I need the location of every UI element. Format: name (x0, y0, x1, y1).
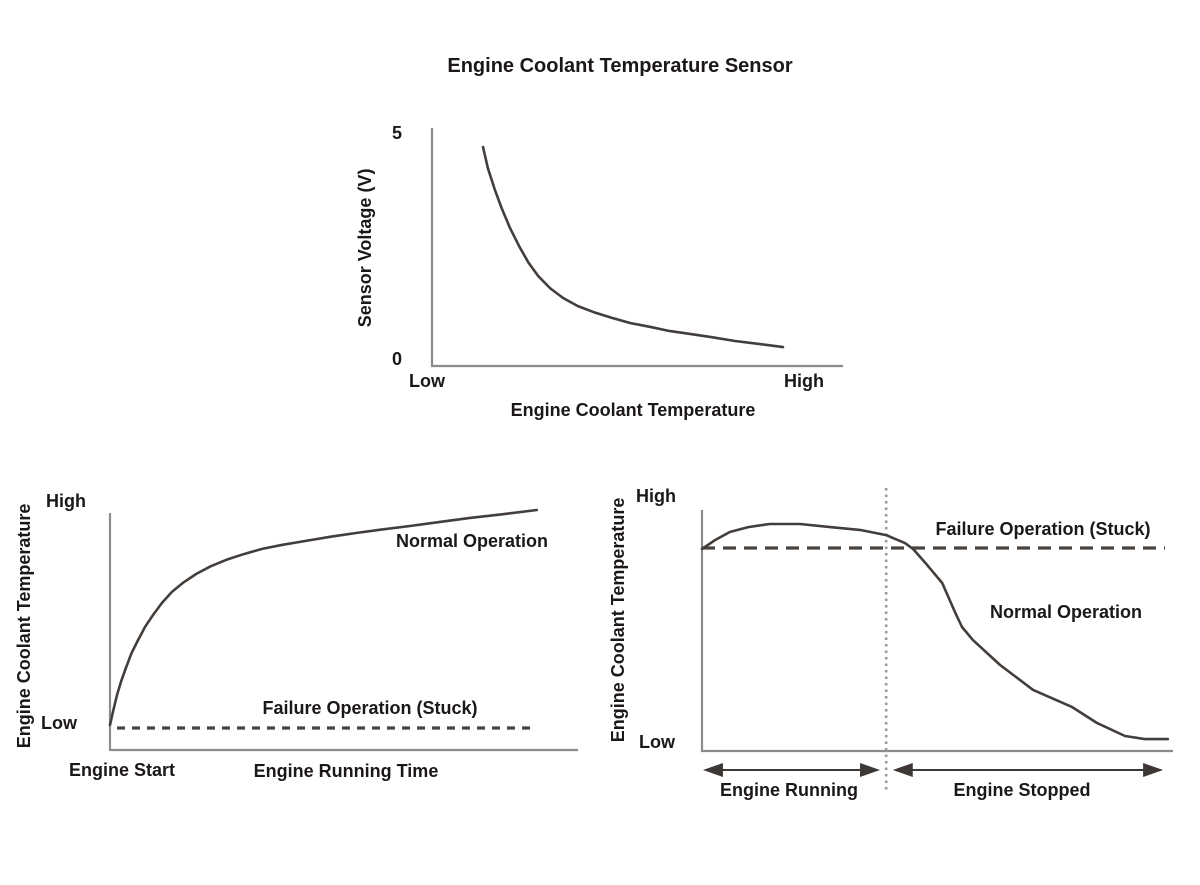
coolant-temperature-running-vs-stopped-axes (700, 510, 1173, 753)
right-chart-normal-operation-label: Normal Operation (989, 602, 1143, 622)
figure-title: Engine Coolant Temperature Sensor (447, 55, 793, 77)
left-chart-failure-operation-label: Failure Operation (Stuck) (262, 698, 478, 718)
left-chart-ytick-low: Low (41, 713, 77, 733)
engine-running-range-right-arrowhead-icon (860, 763, 881, 777)
top-chart-y-axis-label: Sensor Voltage (V) (355, 168, 376, 328)
top-chart-x-axis-label: Engine Coolant Temperature (510, 400, 756, 420)
right-chart-engine-stopped-label: Engine Stopped (953, 780, 1091, 800)
top-chart-ytick-5: 5 (391, 123, 402, 143)
engine-stopped-range-right-arrowhead-icon (1143, 763, 1164, 777)
right-chart-y-axis-label: Engine Coolant Temperature (608, 497, 629, 743)
engine-running-range-left-arrowhead-icon (702, 763, 723, 777)
left-chart-x-axis-label: Engine Running Time (253, 761, 439, 781)
left-chart-origin-label: Engine Start (68, 760, 175, 780)
normal-operation-curve (108, 508, 539, 727)
left-chart-y-axis-label: Engine Coolant Temperature (14, 503, 35, 749)
right-chart-failure-operation-label: Failure Operation (Stuck) (935, 519, 1151, 539)
engine-stopped-range-left-arrowhead-icon (892, 763, 913, 777)
right-chart-ytick-low: Low (639, 732, 675, 752)
right-chart-ytick-high: High (636, 486, 676, 506)
sensor-voltage-vs-coolant-temperature-axes (430, 128, 843, 368)
top-chart-ytick-0: 0 (391, 349, 402, 369)
coolant-temperature-vs-running-time-axes (108, 513, 578, 752)
top-chart-xtick-high: High (784, 371, 824, 391)
left-chart-normal-operation-label: Normal Operation (395, 531, 549, 551)
top-chart-xtick-low: Low (409, 371, 445, 391)
left-chart-ytick-high: High (46, 491, 86, 511)
normal-operation-curve (700, 522, 1170, 741)
sensor-voltage-curve (481, 145, 785, 349)
right-chart-engine-running-label: Engine Running (720, 780, 858, 800)
